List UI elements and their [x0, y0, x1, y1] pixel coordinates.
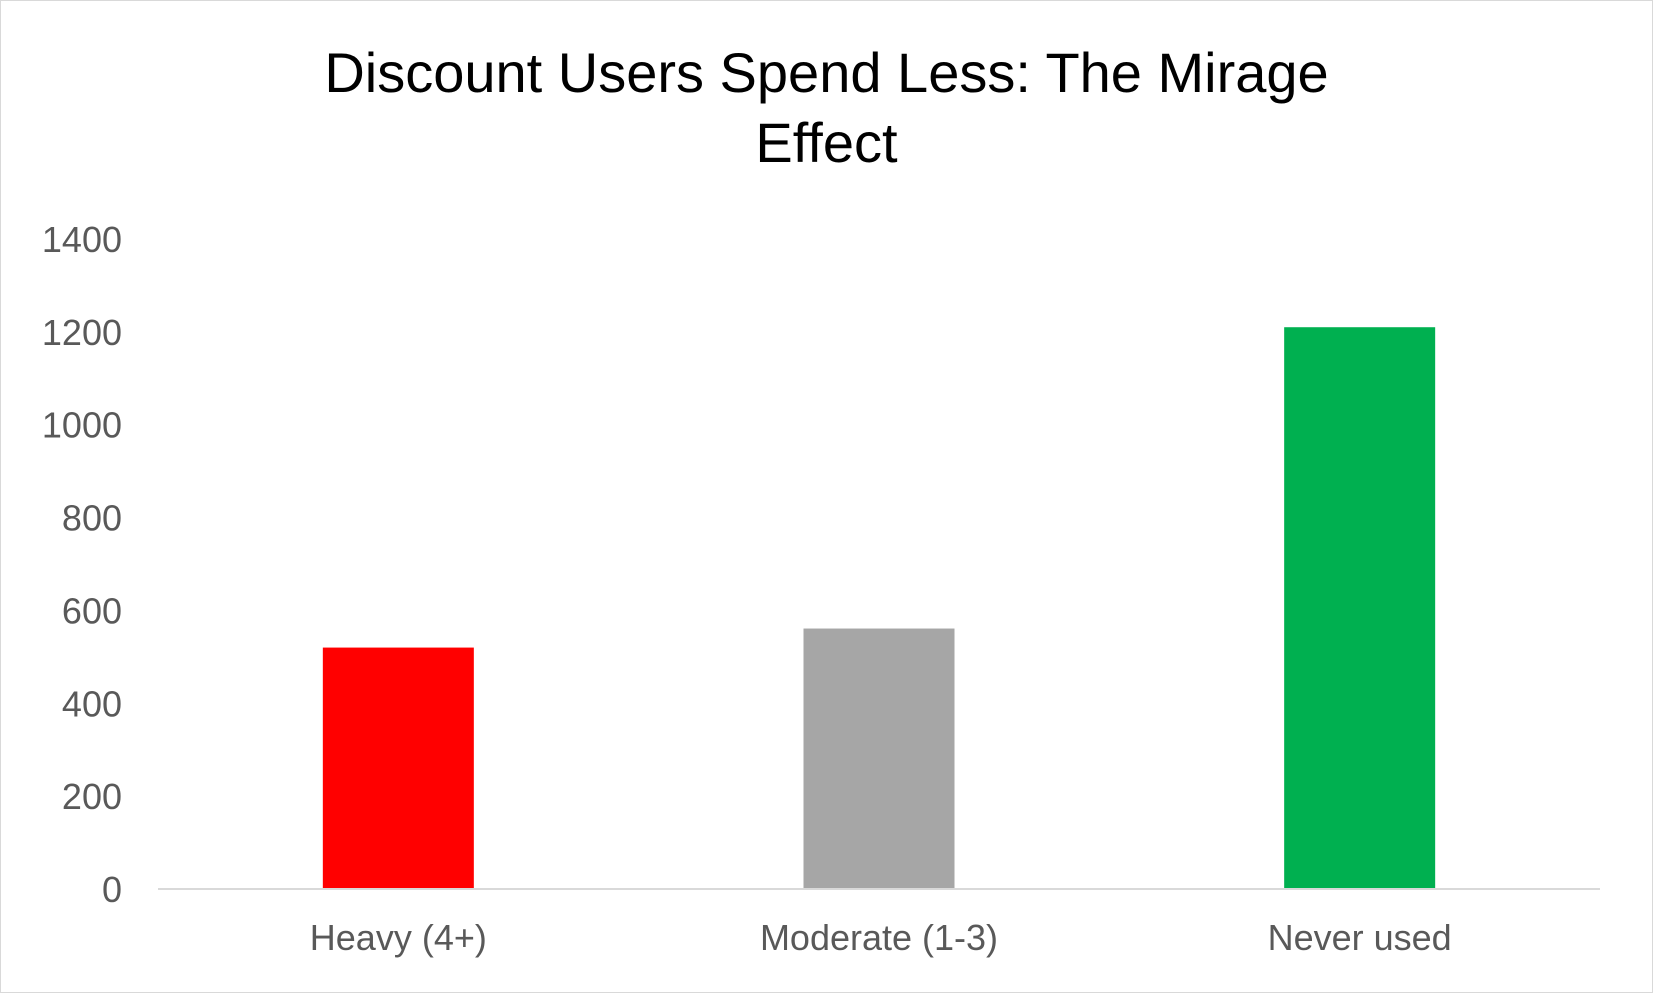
x-tick-label: Never used [1268, 917, 1452, 958]
x-tick-label: Moderate (1-3) [760, 917, 998, 958]
y-tick-label: 600 [62, 590, 122, 631]
x-tick-label: Heavy (4+) [310, 917, 487, 958]
chart-title-line-2: Effect [755, 111, 898, 174]
y-tick-label: 800 [62, 498, 122, 539]
y-tick-label: 0 [102, 869, 122, 910]
y-tick-label: 1200 [42, 312, 122, 353]
y-tick-label: 1400 [42, 219, 122, 260]
y-tick-label: 400 [62, 683, 122, 724]
bar-2 [803, 628, 955, 889]
chart-title-line-1: Discount Users Spend Less: The Mirage [324, 41, 1329, 104]
bar-1 [322, 647, 474, 889]
y-tick-label: 1000 [42, 405, 122, 446]
chart-title: Discount Users Spend Less: The Mirage Ef… [0, 38, 1653, 178]
y-tick-label: 200 [62, 776, 122, 817]
bar-3 [1284, 327, 1436, 889]
